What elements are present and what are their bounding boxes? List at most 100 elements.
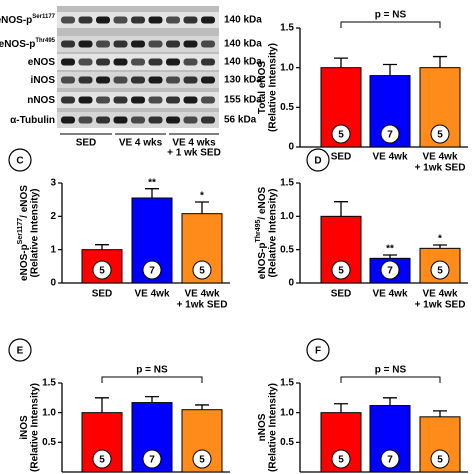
blot-band: [113, 40, 128, 48]
blot-group-label: VE 4 wks: [172, 138, 216, 149]
significance-bracket: [340, 376, 441, 383]
blot-row-label: α-Tubulin: [10, 115, 55, 126]
blot-band: [61, 76, 75, 84]
blot-band: [148, 96, 163, 104]
blot-band: [96, 16, 110, 24]
annotation: p = NS: [136, 365, 168, 376]
blot-band: [78, 16, 93, 24]
blot-band: [113, 96, 128, 104]
blot-kda-label: 155 kDa: [224, 95, 262, 106]
y-tick-label: 0: [288, 142, 294, 153]
significance-bracket: [101, 376, 203, 383]
y-axis-label: (Relative Intensity): [268, 43, 279, 132]
y-axis-label-part: / eNOS: [19, 185, 30, 218]
y-axis-label-part: eNOS-p: [257, 243, 268, 280]
error-bar: [334, 201, 348, 217]
significance-bracket: [340, 21, 441, 28]
y-tick-label: 0.5: [42, 437, 56, 448]
blot-band: [166, 16, 180, 24]
y-tick-label: 1.5: [280, 178, 294, 189]
panel-letter: C: [16, 156, 23, 167]
x-tick-label: + 1wk SED: [415, 163, 466, 174]
n-circle: [331, 449, 351, 469]
blot-kda-label: 130 kDa: [224, 75, 262, 86]
panel-letter-circle: [8, 338, 32, 362]
blot-band: [183, 76, 198, 84]
y-axis-label: (Relative Intensity): [30, 189, 41, 278]
x-tick-label: + 1wk SED: [415, 300, 466, 311]
blot-band: [113, 76, 128, 84]
y-tick-label: 1.0: [42, 407, 56, 418]
y-axis-label: iNOS: [19, 415, 30, 440]
y-axis-label-part: Thr495: [255, 219, 262, 242]
panel-letter-circle: [306, 148, 330, 172]
y-tick-label: 0.5: [280, 437, 294, 448]
blot-band: [61, 96, 75, 104]
n-label: 7: [387, 455, 393, 466]
blot-band: [201, 116, 215, 124]
y-tick-label: 0.5: [280, 102, 294, 113]
n-circle: [430, 260, 450, 280]
blot-band: [131, 76, 145, 84]
blot-band: [113, 116, 128, 124]
blot-band: [166, 76, 180, 84]
x-tick-label: SED: [92, 289, 113, 300]
blot-row-label-part: nNOS: [27, 95, 55, 106]
error-bar: [383, 254, 397, 259]
blot-band: [183, 58, 198, 66]
blot-row-label: eNOS-pThr495: [0, 38, 56, 50]
y-tick-label: 1.5: [280, 23, 294, 34]
n-circle: [331, 260, 351, 280]
n-label: 5: [99, 266, 105, 277]
blot-band: [148, 116, 163, 124]
blot-row-label: nNOS: [27, 95, 55, 106]
n-label: 5: [338, 130, 344, 141]
blot-row-label-part: eNOS-p: [0, 39, 35, 50]
blot-row-label-part: iNOS: [31, 75, 56, 86]
n-label: 5: [99, 455, 105, 466]
blot-band: [201, 16, 215, 24]
panel-letter-circle: [306, 338, 330, 362]
y-axis-label: nNOS: [257, 413, 268, 441]
n-circle: [92, 260, 112, 280]
error-bar: [433, 244, 447, 249]
blot-row-label-part: eNOS-p: [0, 15, 32, 26]
n-label: 7: [149, 455, 155, 466]
blot-band: [148, 40, 163, 48]
significance-label: *: [200, 191, 204, 202]
y-tick-label: 1: [50, 244, 56, 255]
x-tick-label: VE 4wk: [422, 152, 457, 163]
annotation: p = NS: [375, 10, 407, 21]
n-label: 5: [437, 130, 443, 141]
blot-row-label: eNOS: [28, 57, 56, 68]
n-label: 7: [149, 266, 155, 277]
blot-band: [61, 40, 75, 48]
n-circle: [430, 124, 450, 144]
blot-band: [183, 116, 198, 124]
blot-row-label-part: α-Tubulin: [10, 115, 55, 126]
panel-letter: E: [17, 346, 24, 357]
n-circle: [430, 449, 450, 469]
error-bar: [195, 201, 209, 214]
x-tick-label: + 1wk SED: [177, 300, 228, 311]
blot-band: [78, 76, 93, 84]
annotation: p = NS: [375, 365, 407, 376]
blot-band: [131, 96, 145, 104]
blot-row-label-sup: Ser1177: [32, 14, 55, 20]
error-bar: [383, 63, 397, 76]
blot-band: [148, 16, 163, 24]
blot-band: [183, 96, 198, 104]
blot-band: [96, 40, 110, 48]
blot-band: [201, 40, 215, 48]
blot-band: [78, 116, 93, 124]
blot-row-label: eNOS-pSer1177: [0, 14, 56, 26]
blot-band: [148, 58, 163, 66]
blot-band: [201, 96, 215, 104]
error-bar: [334, 57, 348, 68]
blot-band: [78, 58, 93, 66]
blot-kda-label: 140 kDa: [224, 15, 262, 26]
y-axis-label-part: iNOS: [19, 415, 30, 440]
error-bar: [95, 397, 109, 413]
blot-band: [131, 116, 145, 124]
n-circle: [92, 449, 112, 469]
